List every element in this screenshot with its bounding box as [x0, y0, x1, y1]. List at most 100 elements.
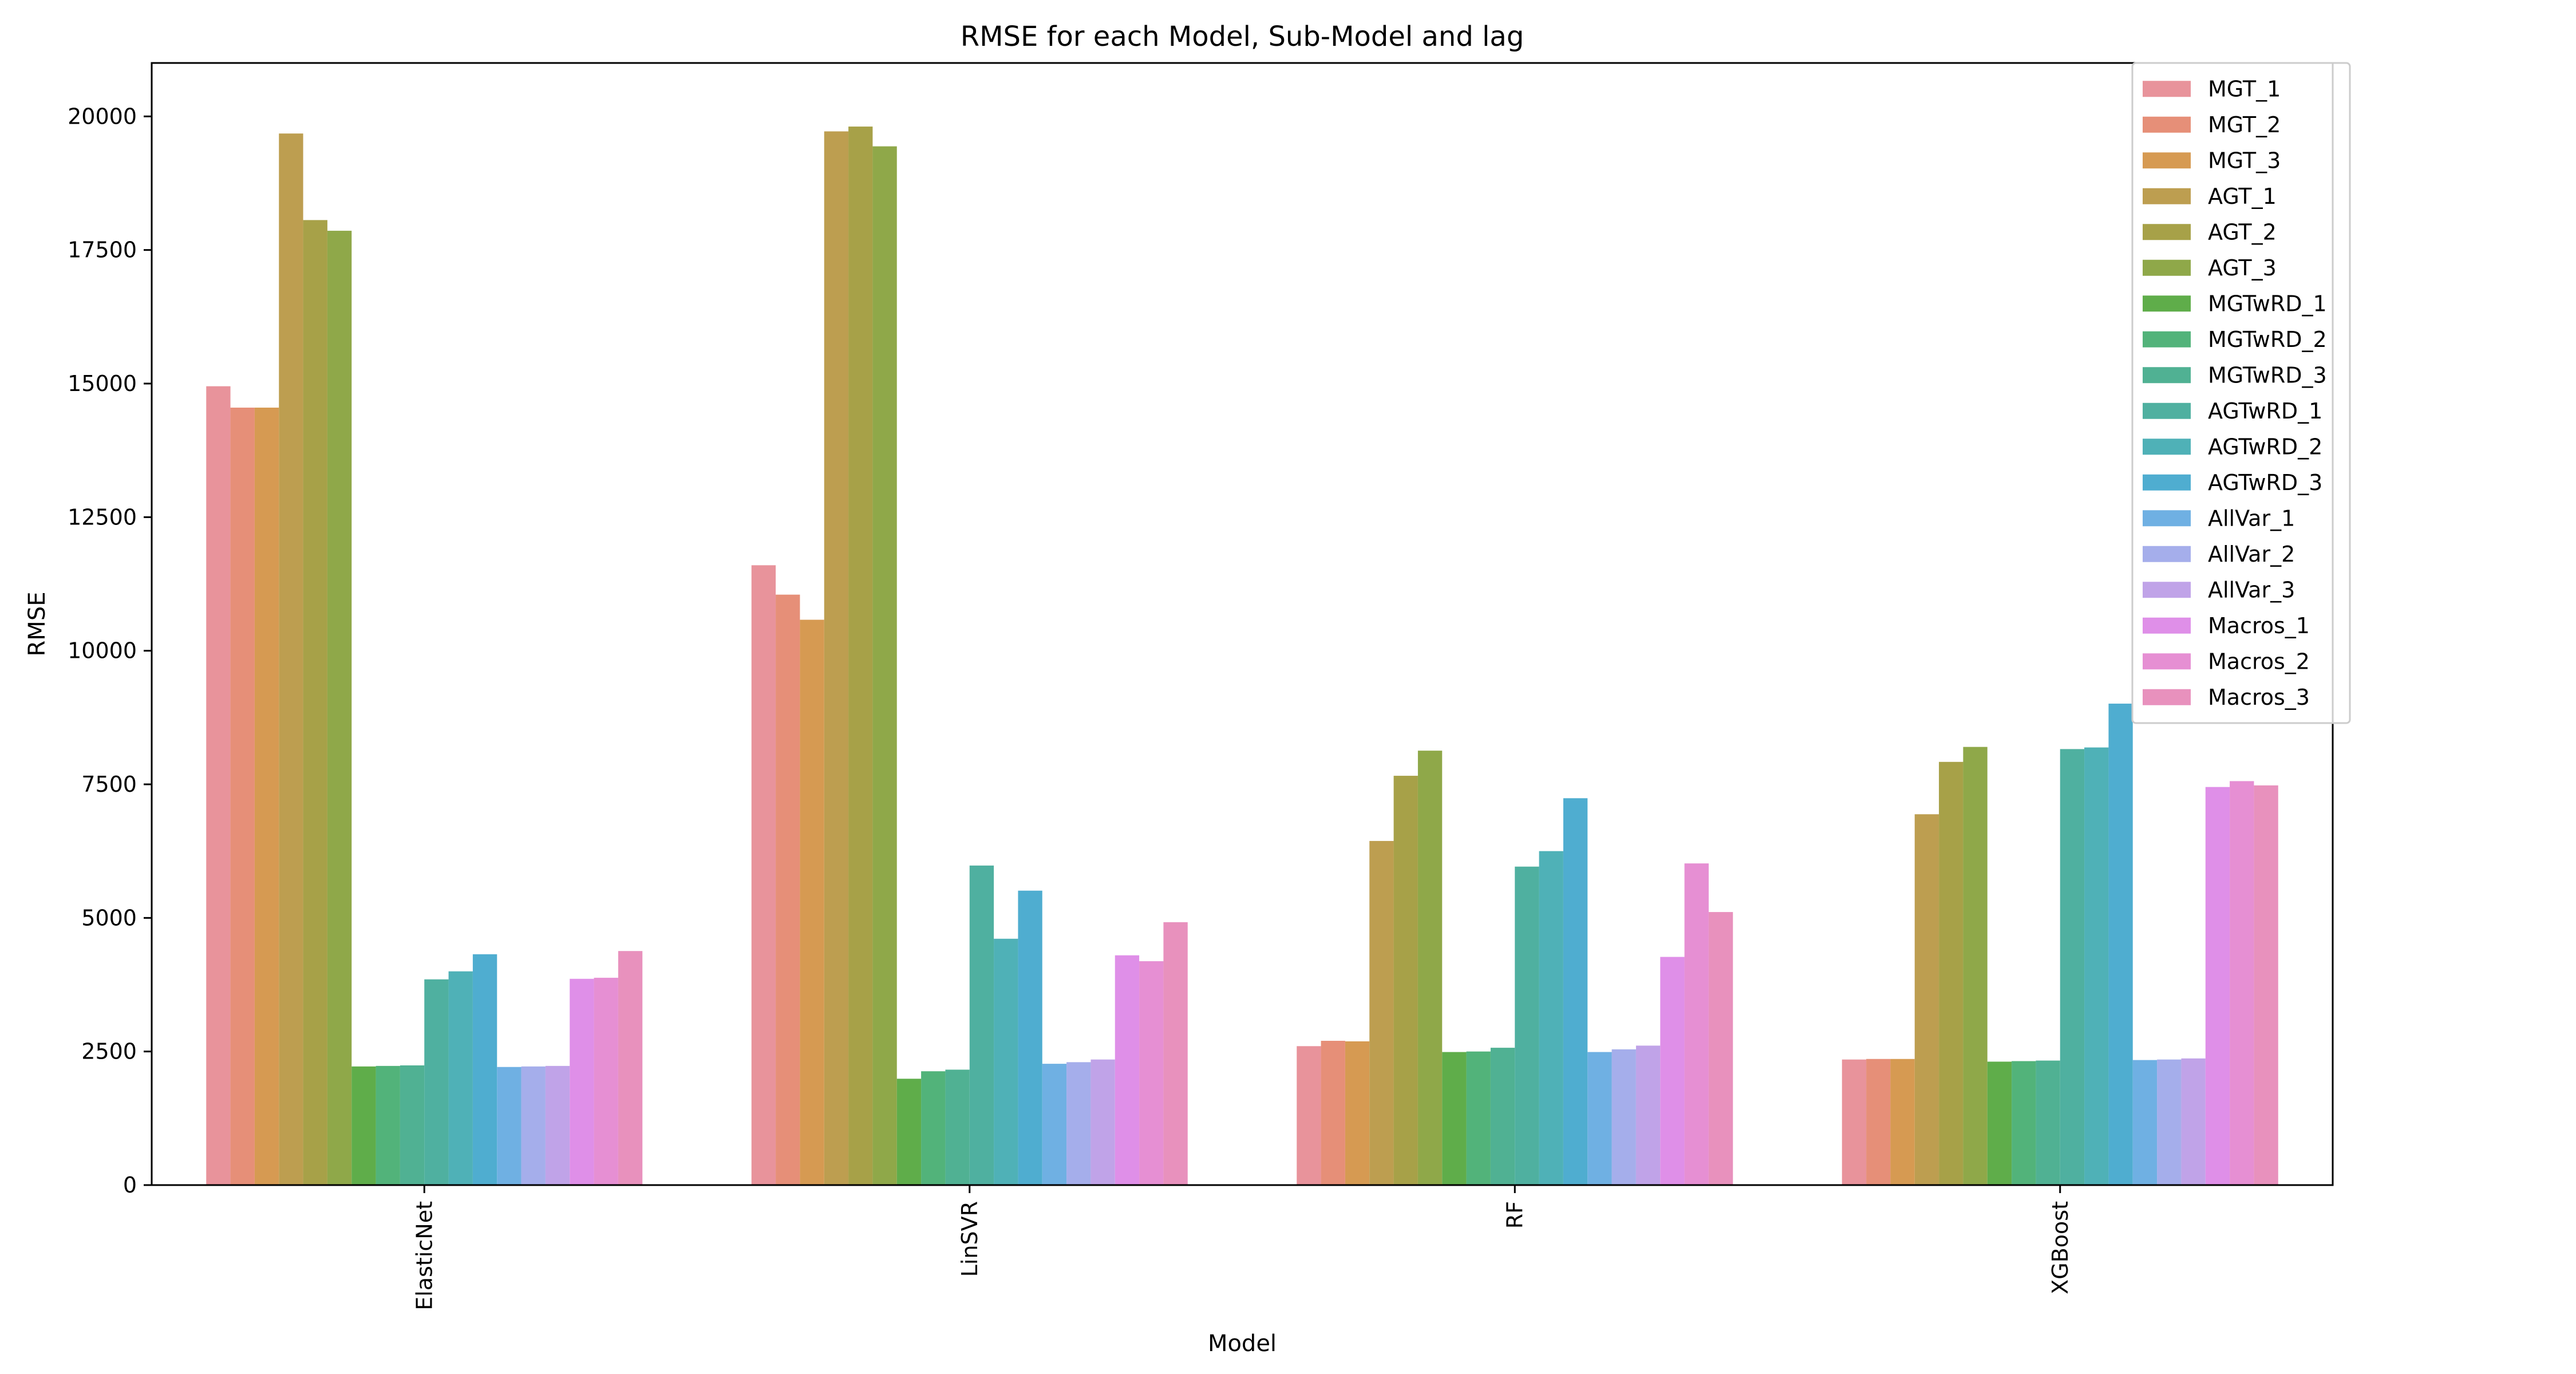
bar-linsvr-agtwrd-2 [994, 938, 1018, 1185]
bar-elasticnet-mgtwrd-3 [400, 1065, 425, 1185]
bar-xgboost-agtwrd-1 [2060, 749, 2085, 1185]
bar-linsvr-mgtwrd-2 [921, 1071, 946, 1185]
legend-swatch [2143, 510, 2191, 527]
bar-elasticnet-macros-3 [618, 951, 643, 1185]
bar-xgboost-mgtwrd-1 [1987, 1061, 2012, 1185]
legend-swatch [2143, 402, 2191, 419]
legend-label: MGTwRD_1 [2208, 291, 2327, 316]
chart-title: RMSE for each Model, Sub-Model and lag [961, 21, 1524, 53]
legend-swatch [2143, 331, 2191, 348]
bar-rf-mgtwrd-1 [1442, 1052, 1467, 1185]
bar-linsvr-macros-3 [1163, 922, 1188, 1185]
legend-label: AllVar_1 [2208, 506, 2295, 531]
bar-xgboost-agt-3 [1963, 747, 1988, 1185]
bar-rf-allvar-2 [1611, 1049, 1636, 1185]
legend-label: AGTwRD_1 [2208, 398, 2322, 424]
legend-label: MGTwRD_3 [2208, 362, 2327, 388]
legend-label: AGT_3 [2208, 255, 2277, 281]
y-tick-label: 17500 [68, 238, 137, 263]
bar-xgboost-mgt-2 [1866, 1059, 1891, 1185]
x-tick-label-xgboost: XGBoost [2048, 1201, 2073, 1294]
bar-elasticnet-agtwrd-2 [448, 971, 473, 1185]
legend-swatch [2143, 439, 2191, 455]
bar-linsvr-agt-2 [848, 127, 873, 1185]
bar-elasticnet-mgt-1 [206, 386, 231, 1186]
bar-xgboost-mgt-1 [1842, 1059, 1867, 1185]
bar-xgboost-macros-2 [2230, 781, 2254, 1185]
legend-swatch [2143, 152, 2191, 169]
legend-swatch [2143, 474, 2191, 491]
bar-linsvr-allvar-3 [1091, 1059, 1115, 1185]
y-axis-label: RMSE [24, 592, 50, 657]
bar-linsvr-mgt-1 [751, 565, 776, 1185]
bar-elasticnet-agt-3 [327, 231, 352, 1185]
legend-label: MGT_3 [2208, 148, 2281, 173]
legend-label: MGT_1 [2208, 76, 2281, 101]
bar-xgboost-mgtwrd-2 [2012, 1061, 2036, 1185]
y-tick-label: 15000 [68, 371, 137, 396]
y-tick-label: 5000 [81, 905, 137, 930]
bar-linsvr-allvar-1 [1042, 1064, 1067, 1185]
bar-elasticnet-allvar-3 [545, 1065, 570, 1185]
x-tick-label-elasticnet: ElasticNet [412, 1201, 437, 1310]
legend: MGT_1 MGT_2 MGT_3 AGT_1 AGT_2 AGT_3 MGTwRD_1 MG… [2131, 62, 2351, 724]
bar-rf-mgt-1 [1297, 1046, 1321, 1185]
bar-rf-allvar-1 [1587, 1052, 1612, 1185]
bar-elasticnet-agtwrd-3 [472, 954, 497, 1185]
legend-swatch [2143, 653, 2191, 670]
legend-label: AllVar_2 [2208, 542, 2295, 567]
bar-rf-macros-3 [1708, 912, 1733, 1185]
legend-label: AllVar_3 [2208, 577, 2295, 602]
y-tick-label: 10000 [68, 638, 137, 664]
bar-xgboost-macros-3 [2254, 785, 2278, 1185]
bar-elasticnet-mgtwrd-2 [376, 1065, 400, 1185]
bar-rf-macros-2 [1684, 863, 1709, 1185]
bar-elasticnet-mgtwrd-1 [351, 1066, 376, 1185]
bar-xgboost-mgtwrd-3 [2036, 1060, 2060, 1185]
legend-label: Macros_2 [2208, 649, 2310, 674]
x-axis-label: Model [1208, 1330, 1277, 1357]
bar-rf-agt-3 [1417, 751, 1443, 1185]
bar-rf-agtwrd-3 [1563, 798, 1588, 1185]
bars-group [206, 127, 2278, 1186]
legend-swatch [2143, 295, 2191, 312]
legend-swatch [2143, 617, 2191, 634]
legend-swatch [2143, 689, 2191, 705]
bar-xgboost-allvar-1 [2132, 1060, 2158, 1185]
legend-swatch [2143, 81, 2191, 97]
x-axis: ElasticNet LinSVR RF XGBoost [412, 1185, 2073, 1310]
legend-swatch [2143, 367, 2191, 384]
bar-linsvr-mgt-3 [800, 619, 824, 1185]
legend-label: Macros_3 [2208, 685, 2310, 710]
bar-linsvr-mgtwrd-1 [896, 1079, 922, 1185]
legend-swatch [2143, 582, 2191, 598]
bar-xgboost-mgt-3 [1890, 1059, 1915, 1185]
bar-elasticnet-agt-1 [279, 133, 303, 1186]
legend-label: AGT_1 [2208, 184, 2277, 209]
legend-swatch [2143, 188, 2191, 204]
bar-xgboost-allvar-3 [2181, 1058, 2206, 1185]
bar-elasticnet-mgt-3 [254, 408, 279, 1185]
bar-elasticnet-macros-1 [570, 978, 594, 1185]
bar-xgboost-agt-2 [1939, 761, 1963, 1185]
legend-label: MGT_2 [2208, 112, 2281, 137]
legend-label: Macros_1 [2208, 613, 2310, 638]
bar-linsvr-macros-1 [1115, 955, 1140, 1185]
bar-rf-mgt-2 [1321, 1041, 1345, 1185]
bar-xgboost-allvar-2 [2157, 1059, 2182, 1185]
bar-rf-agtwrd-1 [1515, 866, 1539, 1185]
bar-linsvr-mgtwrd-3 [945, 1069, 970, 1185]
y-tick-label: 2500 [81, 1039, 137, 1064]
legend-label: AGTwRD_2 [2208, 434, 2322, 459]
bar-rf-agt-2 [1393, 776, 1418, 1185]
bar-linsvr-agtwrd-1 [969, 865, 994, 1185]
bar-elasticnet-macros-2 [594, 977, 618, 1185]
y-axis: 0 2500 5000 7500 10000 12500 15000 17500 20000 [68, 104, 152, 1198]
y-tick-label: 0 [123, 1172, 137, 1198]
legend-label: AGT_2 [2208, 219, 2277, 244]
bar-elasticnet-allvar-2 [521, 1066, 546, 1185]
bar-rf-allvar-3 [1635, 1045, 1661, 1185]
legend-swatch [2143, 546, 2191, 562]
bar-elasticnet-agtwrd-1 [424, 979, 449, 1185]
y-tick-label: 20000 [68, 104, 137, 129]
